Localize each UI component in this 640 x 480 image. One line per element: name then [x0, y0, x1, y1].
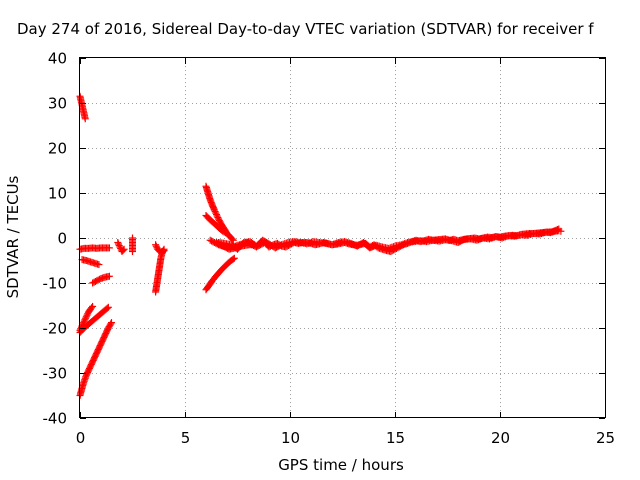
data-point [105, 272, 113, 280]
axis-ticks: 0 5 10 15 20 25 40 30 20 10 0 -10 -20 -30 -40 [43, 50, 616, 448]
data-point [228, 235, 236, 243]
chart-title: Day 274 of 2016, Sidereal Day-to-day VTE… [17, 20, 594, 38]
data-points [76, 92, 565, 399]
data-point [80, 317, 88, 325]
plot-frame [79, 57, 606, 418]
data-point [81, 115, 89, 123]
data-point [116, 243, 124, 251]
data-point [105, 244, 113, 252]
data-point [129, 248, 136, 255]
data-point [95, 261, 103, 269]
x-tick-label: 10 [281, 429, 300, 447]
data-point [82, 314, 90, 322]
data-point [230, 254, 238, 262]
data-point [213, 212, 221, 220]
data-point [555, 225, 563, 233]
x-tick-label: 15 [386, 429, 405, 447]
y-tick-label: 0 [57, 230, 67, 248]
data-point [229, 255, 237, 263]
data-point [81, 316, 89, 324]
data-point [222, 229, 230, 237]
data-point [83, 311, 91, 319]
data-point [114, 239, 122, 246]
data-point [82, 313, 90, 321]
data-point [115, 242, 123, 249]
x-axis-label: GPS time / hours [278, 456, 404, 474]
data-point [211, 208, 219, 216]
data-point [103, 304, 111, 312]
x-tick-label: 20 [491, 429, 510, 447]
data-point [107, 320, 115, 328]
y-tick-label: 20 [48, 140, 67, 158]
data-point [210, 206, 218, 214]
data-point [119, 246, 127, 254]
x-tick-label: 5 [181, 429, 191, 447]
x-tick-label: 0 [76, 429, 86, 447]
y-tick-label: 30 [48, 95, 67, 113]
y-tick-label: -10 [43, 275, 68, 293]
data-point [120, 245, 128, 253]
y-tick-label: 40 [48, 50, 67, 68]
data-point [108, 319, 115, 327]
data-point [152, 242, 160, 250]
y-tick-label: 10 [48, 185, 67, 203]
y-tick-label: -40 [43, 410, 68, 428]
data-point [104, 303, 112, 311]
data-point [152, 241, 160, 249]
y-tick-label: -30 [43, 365, 68, 383]
data-point [88, 304, 96, 312]
data-point [89, 302, 97, 310]
data-point [115, 240, 122, 248]
data-point [223, 230, 231, 237]
y-tick-label: -20 [43, 320, 68, 338]
data-point [213, 211, 220, 219]
data-point [212, 209, 220, 217]
data-point [160, 247, 168, 255]
data-point [229, 236, 237, 244]
y-axis-label: SDTVAR / TECUs [4, 175, 22, 298]
x-tick-label: 25 [596, 429, 615, 447]
